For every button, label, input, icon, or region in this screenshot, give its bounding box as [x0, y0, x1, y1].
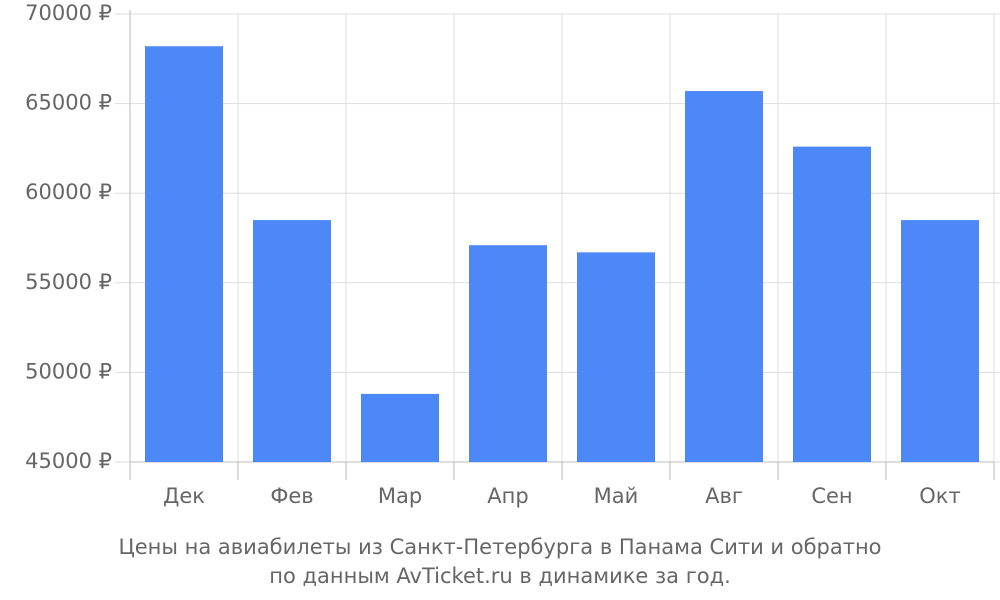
- bar: [469, 245, 547, 462]
- x-tick-label: Дек: [163, 484, 205, 508]
- bar: [361, 393, 439, 462]
- x-tick-label: Авг: [705, 484, 743, 508]
- x-tick-label: Апр: [487, 484, 528, 508]
- bar: [145, 46, 223, 462]
- y-tick-label: 50000 ₽: [25, 359, 112, 383]
- y-tick-label: 70000 ₽: [25, 1, 112, 25]
- y-tick-label: 55000 ₽: [25, 270, 112, 294]
- bar: [253, 220, 331, 462]
- x-tick-label: Мар: [378, 484, 422, 508]
- bar: [793, 146, 871, 462]
- y-tick-label: 45000 ₽: [25, 449, 112, 473]
- x-tick-label: Сен: [811, 484, 852, 508]
- y-tick-label: 65000 ₽: [25, 91, 112, 115]
- y-tick-label: 60000 ₽: [25, 180, 112, 204]
- x-tick-label: Май: [594, 484, 639, 508]
- bar: [685, 91, 763, 462]
- x-tick-label: Фев: [270, 484, 313, 508]
- bar: [901, 220, 979, 462]
- caption-line: по данным AvTicket.ru в динамике за год.: [269, 564, 731, 588]
- x-tick-label: Окт: [919, 484, 960, 508]
- caption-line: Цены на авиабилеты из Санкт-Петербурга в…: [118, 535, 881, 559]
- bar: [577, 252, 655, 462]
